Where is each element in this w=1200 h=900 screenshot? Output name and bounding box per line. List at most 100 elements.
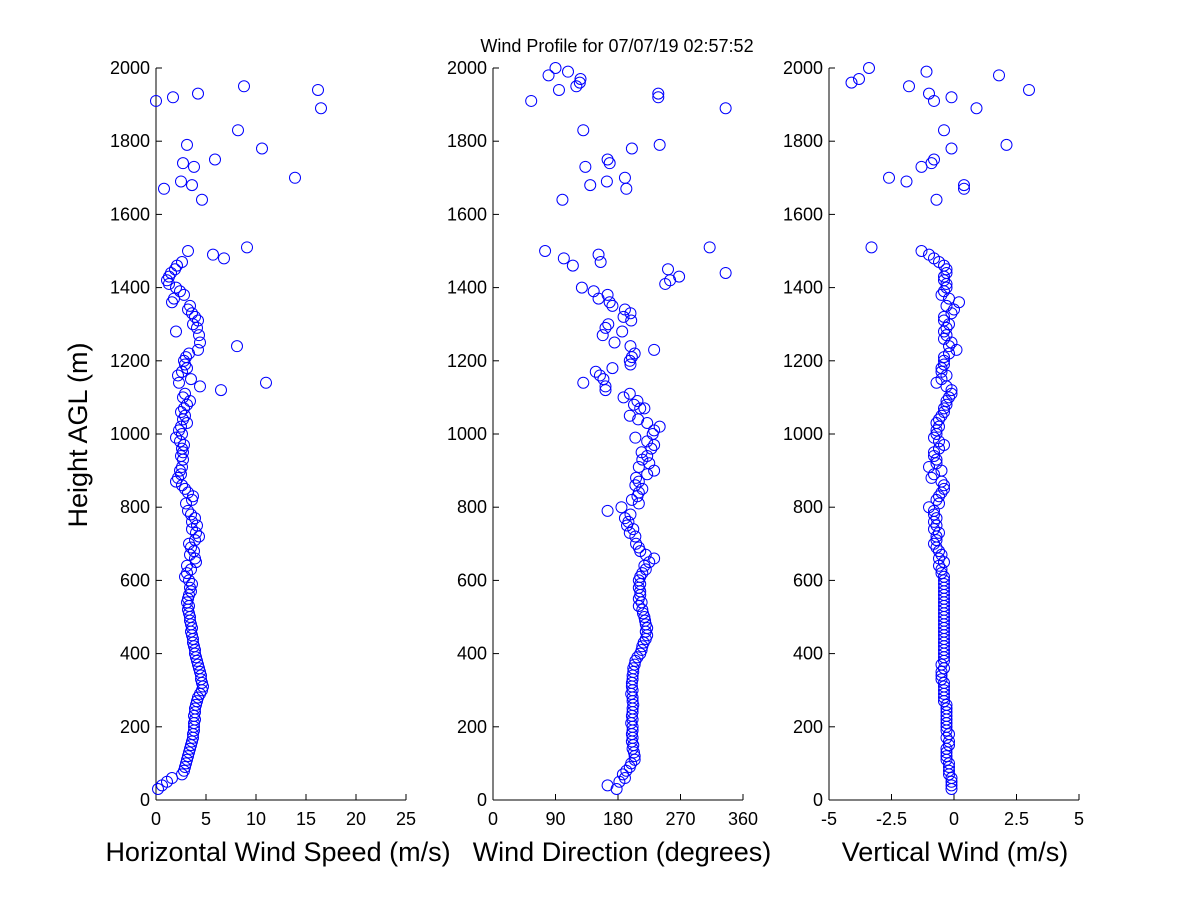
- direction-y-tick-label: 400: [457, 644, 487, 664]
- direction-data-point: [618, 171, 631, 184]
- vertical-data-point: [938, 402, 950, 415]
- vertical-data-point: [940, 731, 953, 744]
- speed-data-point: [186, 523, 198, 536]
- direction-y-tick-label: 800: [457, 497, 487, 517]
- direction-data-point: [566, 259, 579, 272]
- vertical-data-point: [930, 424, 943, 437]
- direction-data-point: [627, 523, 640, 536]
- direction-data-point: [617, 391, 630, 404]
- speed-data-point: [182, 303, 194, 316]
- vertical-data-point: [928, 508, 940, 521]
- vertical-data-point: [943, 739, 955, 752]
- speed-x-tick-label: 25: [396, 809, 416, 829]
- vertical-y-tick-label: 200: [793, 717, 823, 737]
- speed-y-tick-label: 800: [120, 497, 150, 517]
- direction-x-tick-label: 360: [728, 809, 758, 829]
- speed-data-point: [183, 347, 195, 360]
- direction-data-point: [618, 512, 631, 525]
- direction-data-point: [606, 299, 619, 312]
- speed-data-point: [191, 654, 203, 667]
- vertical-data-point: [935, 548, 948, 561]
- vertical-data-point: [1023, 83, 1035, 96]
- direction-x-tick-label: 0: [488, 809, 498, 829]
- speed-y-tick-label: 1000: [110, 424, 150, 444]
- speed-data-point: [174, 464, 186, 477]
- speed-data-point: [183, 746, 195, 759]
- direction-data-point: [625, 493, 638, 506]
- vertical-y-tick-label: 1600: [783, 204, 823, 224]
- speed-data-point: [186, 179, 198, 192]
- speed-data-point: [170, 431, 182, 444]
- vertical-data-point: [940, 321, 953, 334]
- direction-data-point: [627, 398, 640, 411]
- vertical-data-point: [933, 413, 945, 426]
- speed-data-point: [197, 680, 209, 693]
- vertical-data-point: [930, 493, 943, 506]
- direction-data-point: [589, 365, 602, 378]
- speed-data-point: [181, 138, 193, 151]
- speed-data-point: [238, 80, 250, 93]
- speed-y-tick-label: 400: [120, 644, 150, 664]
- direction-data-point: [638, 402, 651, 415]
- speed-data-point: [167, 91, 179, 104]
- speed-data-point: [185, 541, 197, 554]
- direction-data-point: [703, 241, 716, 254]
- vertical-x-tick-label: 2.5: [1004, 809, 1029, 829]
- vertical-y-tick-label: 600: [793, 570, 823, 590]
- vertical-data-point: [935, 665, 948, 678]
- direction-data-point: [662, 263, 674, 276]
- vertical-data-point: [940, 746, 953, 759]
- direction-data-point: [593, 369, 606, 382]
- speed-data-point: [209, 153, 221, 166]
- speed-data-point: [191, 321, 203, 334]
- direction-data-point: [719, 266, 732, 279]
- vertical-data-point: [958, 182, 970, 195]
- vertical-y-tick-label: 400: [793, 644, 823, 664]
- vertical-data-point: [845, 76, 858, 89]
- vertical-data-point: [943, 768, 955, 781]
- vertical-data-point: [930, 193, 943, 206]
- direction-data-point: [659, 277, 672, 290]
- speed-data-point: [218, 252, 230, 265]
- direction-data-point: [552, 83, 565, 96]
- speed-data-point: [176, 479, 188, 492]
- vertical-data-point: [933, 526, 945, 539]
- speed-data-point: [194, 380, 206, 393]
- speed-data-point: [173, 376, 185, 389]
- vertical-data-point: [915, 245, 928, 257]
- vertical-data-point: [928, 153, 940, 166]
- vertical-data-point: [925, 157, 938, 170]
- speed-x-tick-label: 20: [346, 809, 366, 829]
- direction-data-point: [624, 307, 637, 320]
- direction-data-point: [603, 157, 616, 170]
- direction-data-point: [601, 504, 614, 517]
- speed-data-point: [158, 182, 170, 195]
- vertical-data-point: [933, 559, 945, 572]
- direction-data-point: [652, 91, 665, 104]
- vertical-x-tick-label: -2.5: [876, 809, 907, 829]
- vertical-data-point: [915, 160, 928, 173]
- speed-data-point: [181, 417, 193, 430]
- speed-data-point: [312, 83, 324, 96]
- speed-data-point: [289, 171, 301, 184]
- vertical-data-point: [933, 420, 945, 433]
- direction-data-point: [643, 556, 656, 569]
- vertical-data-point: [938, 479, 950, 492]
- vertical-data-point: [935, 486, 948, 499]
- vertical-data-point: [930, 512, 943, 525]
- vertical-data-point: [928, 449, 940, 462]
- direction-data-point: [620, 182, 633, 195]
- speed-y-tick-label: 200: [120, 717, 150, 737]
- direction-data-point: [616, 325, 629, 338]
- direction-x-axis-label: Wind Direction (degrees): [473, 837, 772, 867]
- speed-x-tick-label: 15: [296, 809, 316, 829]
- direction-data-point: [623, 761, 636, 774]
- vertical-data-point: [940, 750, 953, 763]
- speed-data-point: [178, 354, 190, 367]
- vertical-data-point: [938, 695, 950, 708]
- direction-data-point: [652, 87, 665, 100]
- direction-data-point: [577, 376, 590, 389]
- speed-data-point: [170, 475, 182, 488]
- speed-data-point: [176, 428, 188, 440]
- vertical-x-axis-label: Vertical Wind (m/s): [842, 837, 1069, 867]
